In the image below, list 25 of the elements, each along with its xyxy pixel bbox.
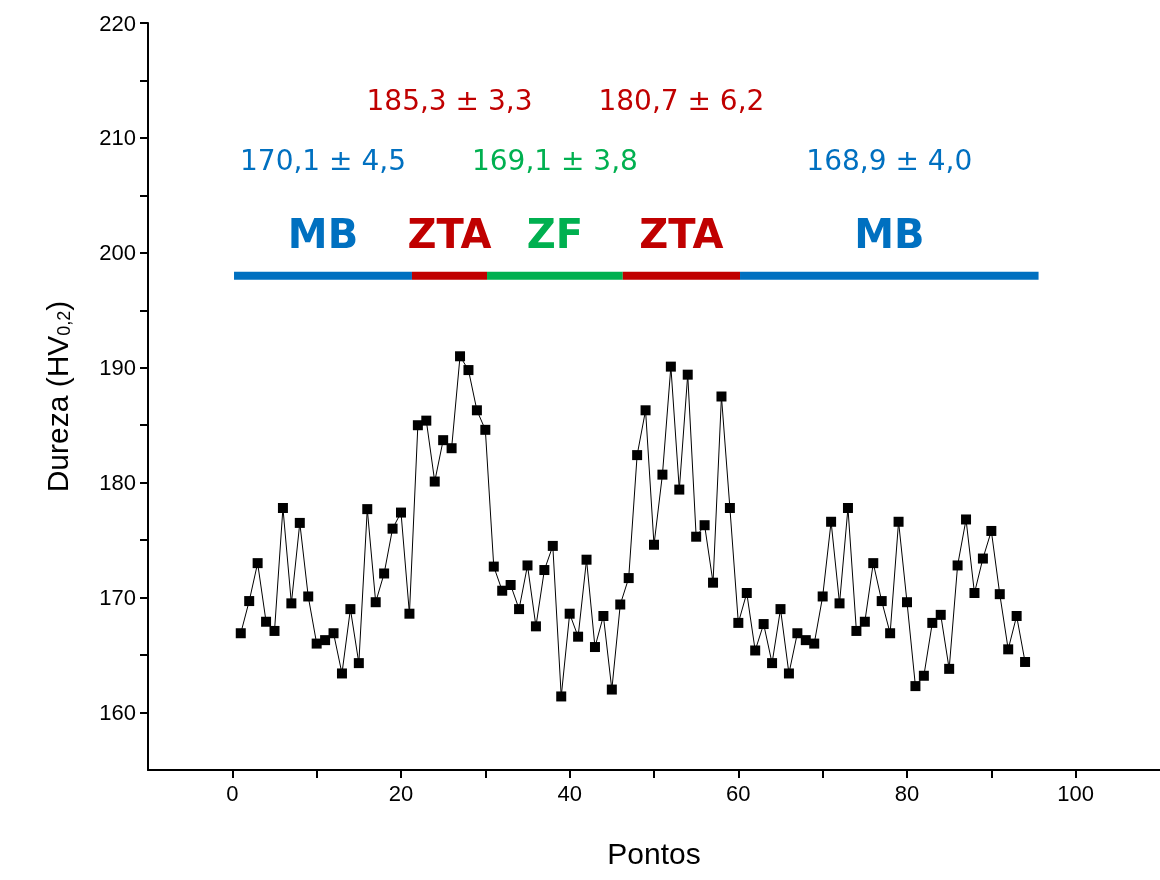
y-axis-title: Dureza (HV0,2): [40, 300, 74, 493]
series-label: ZTA: [407, 210, 492, 257]
series-label: ZF: [526, 210, 584, 257]
annotation: 185,3 ± 3,3: [366, 84, 533, 118]
series-label: ZTA: [639, 210, 724, 257]
annotation: 169,1 ± 3,8: [471, 144, 638, 178]
x-tick-label: 20: [388, 780, 414, 806]
x-tick-label: 80: [894, 780, 920, 806]
y-tick-label: 160: [99, 700, 136, 726]
series-label: MB: [854, 210, 925, 257]
annotation: 168,9 ± 4,0: [806, 144, 973, 178]
x-tick-label: 40: [557, 780, 582, 806]
x-tick-label: 0: [226, 780, 239, 806]
annotation: 180,7 ± 6,2: [598, 84, 765, 118]
y-tick-label: 200: [99, 240, 136, 266]
y-tick-label: 180: [99, 470, 136, 496]
y-tick-label: 210: [99, 125, 136, 151]
x-tick-label: 60: [726, 780, 751, 806]
y-tick-label: 220: [99, 10, 136, 36]
x-tick-label: 100: [1057, 780, 1095, 806]
y-tick-label: 190: [99, 355, 136, 381]
series-label: MB: [287, 210, 359, 257]
y-tick-label: 170: [99, 585, 136, 611]
x-axis-title: Pontos: [607, 836, 701, 870]
annotation: 170,1 ± 4,5: [240, 144, 406, 178]
